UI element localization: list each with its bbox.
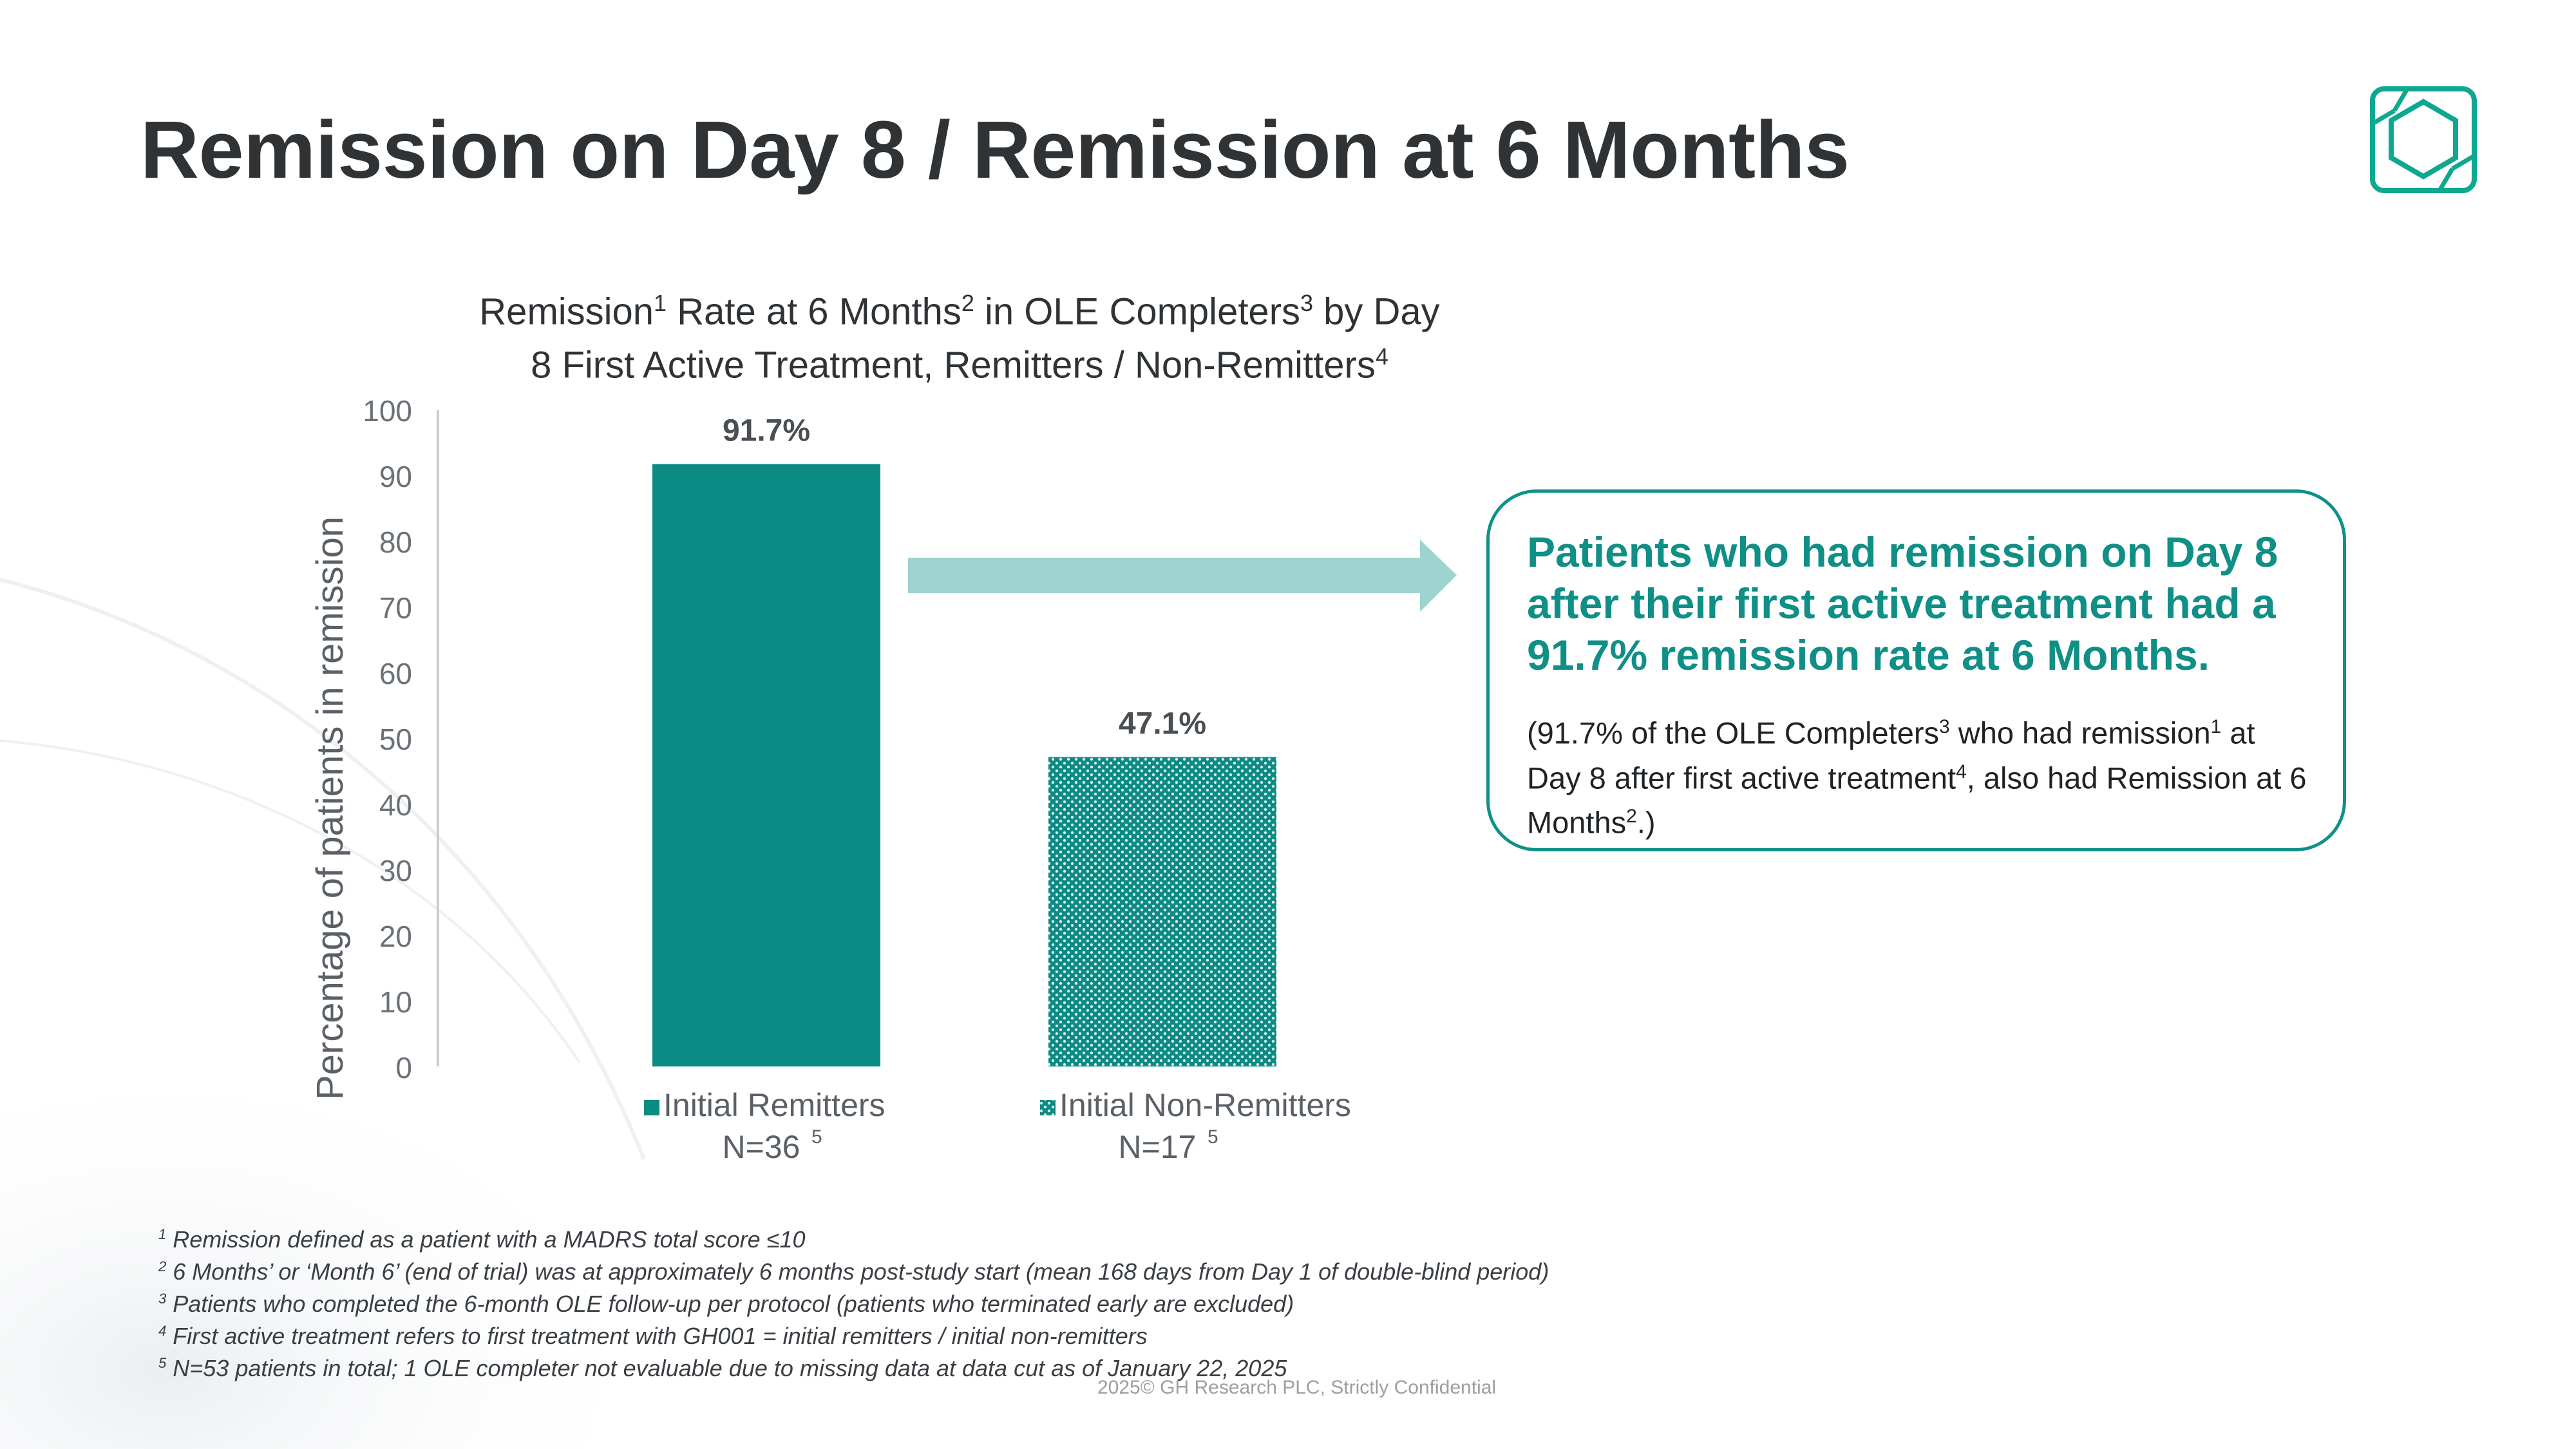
data-label: 47.1% [1119, 707, 1206, 741]
y-tick-label: 70 [379, 591, 412, 625]
y-tick-label: 90 [379, 460, 412, 493]
category-n-footnote: 5 [811, 1126, 822, 1148]
y-tick-label: 30 [379, 854, 412, 887]
y-tick-label: 0 [395, 1051, 412, 1084]
y-tick-label: 10 [379, 985, 412, 1019]
category-label: Initial Non-Remitters [1059, 1087, 1351, 1123]
y-tick-label: 40 [379, 788, 412, 822]
y-tick-label: 100 [363, 394, 412, 428]
y-tick-label: 50 [379, 723, 412, 756]
footnote-4: 4 First active treatment refers to first… [158, 1323, 1148, 1349]
y-tick-label: 20 [379, 920, 412, 953]
footnotes: 1 Remission defined as a patient with a … [158, 1221, 1549, 1382]
y-tick-label: 60 [379, 657, 412, 690]
category-n-label: N=36 [723, 1129, 800, 1165]
page-title: Remission on Day 8 / Remission at 6 Mont… [140, 104, 1850, 195]
callout-box: Patients who had remission on Day 8 afte… [1486, 489, 2346, 851]
category-n-footnote: 5 [1208, 1126, 1218, 1148]
footnote-1: 1 Remission defined as a patient with a … [158, 1226, 806, 1253]
footnote-3: 3 Patients who completed the 6-month OLE… [158, 1291, 1294, 1317]
y-tick-label: 80 [379, 526, 412, 559]
chart-title: Remission1 Rate at 6 Months2 in OLE Comp… [479, 290, 1440, 386]
category-n-label: N=17 [1119, 1129, 1197, 1165]
arrow-icon [908, 540, 1457, 612]
callout-body: (91.7% of the OLE Completers3 who had re… [1527, 715, 2307, 840]
legend-swatch [1040, 1100, 1056, 1115]
category-label: Initial Remitters [663, 1087, 886, 1123]
company-logo-icon [2370, 86, 2477, 193]
bar-2 [1048, 757, 1276, 1066]
footnote-2: 2 6 Months’ or ‘Month 6’ (end of trial) … [158, 1258, 1549, 1285]
data-label: 91.7% [723, 414, 810, 448]
copyright-notice: 2025© GH Research PLC, Strictly Confiden… [1097, 1377, 1497, 1398]
y-axis-label: Percentage of patients in remission [309, 516, 351, 1100]
legend-swatch [644, 1100, 659, 1115]
callout-headline: Patients who had remission on Day 8 afte… [1527, 528, 2278, 679]
bar-1 [652, 464, 880, 1066]
footnote-5: 5 N=53 patients in total; 1 OLE complete… [158, 1355, 1287, 1381]
